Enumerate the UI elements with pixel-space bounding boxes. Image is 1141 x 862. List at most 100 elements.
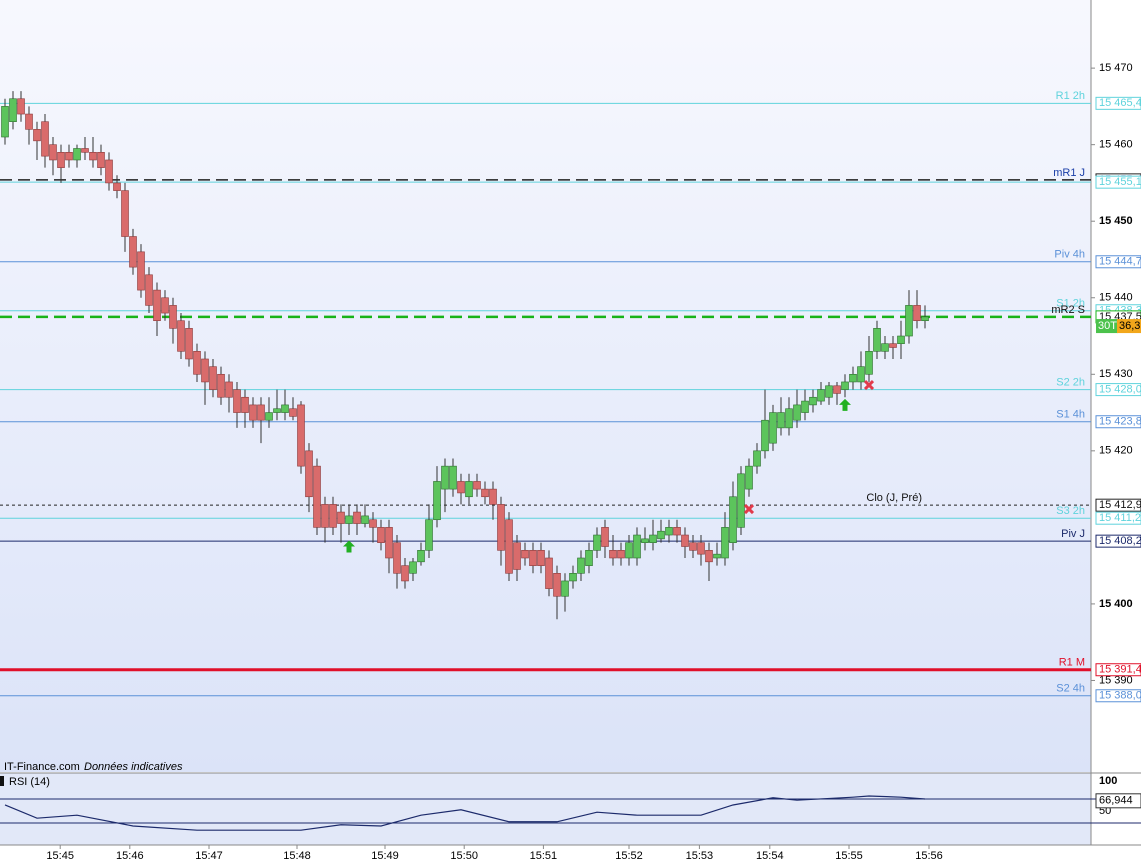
candle-body <box>641 538 649 543</box>
candle-body <box>449 465 457 490</box>
price-tag <box>1095 511 1141 525</box>
candle-body <box>873 328 881 352</box>
price-tag <box>1095 534 1141 548</box>
candle-body <box>417 550 425 563</box>
candle-body <box>257 404 265 421</box>
rsi-tick-label: 100 <box>1099 775 1117 787</box>
x-tick-label: 15:45 <box>46 850 74 862</box>
price-tag <box>1095 663 1141 677</box>
candle-body <box>481 488 489 498</box>
price-tag-label: 15 444,7 <box>1099 256 1141 268</box>
candle-body <box>497 504 505 551</box>
candle-body <box>593 534 601 551</box>
candle-body <box>153 289 161 322</box>
x-tick-label: 15:53 <box>686 850 714 862</box>
level-label: R1 M <box>1059 657 1085 669</box>
candle-body <box>761 419 769 452</box>
candle-body <box>753 450 761 467</box>
candle-body <box>409 561 417 574</box>
candle-body <box>185 328 193 360</box>
current-price-label: 36,3 <box>1119 320 1140 332</box>
x-tick-label: 15:56 <box>915 850 943 862</box>
candle-body <box>865 351 873 375</box>
level-label: S3 2h <box>1056 505 1085 517</box>
rsi-line <box>4 795 926 831</box>
level-label: R1 2h <box>1056 90 1085 102</box>
y-tick-label: 15 440 <box>1099 292 1133 304</box>
candle-body <box>281 404 289 413</box>
candle-body <box>201 358 209 383</box>
candle-body <box>705 550 713 563</box>
candle-body <box>849 373 857 383</box>
candle-body <box>169 305 177 329</box>
candle-body <box>713 553 721 559</box>
level-label: Piv J <box>1061 528 1085 540</box>
candle-body <box>833 385 841 394</box>
candle-body <box>465 481 473 498</box>
candle-body <box>489 488 497 505</box>
candle-body <box>737 473 745 528</box>
candle-body <box>433 481 441 521</box>
candle-body <box>553 572 561 597</box>
rsi-title: RSI (14) <box>9 776 50 788</box>
candle-body <box>97 152 105 168</box>
candle-body <box>17 98 25 115</box>
candle-body <box>729 496 737 543</box>
candle-body <box>649 534 657 543</box>
candle-body <box>49 144 57 161</box>
candle-body <box>369 519 377 528</box>
x-tick-label: 15:46 <box>116 850 144 862</box>
price-tag-label: 15 391,4 <box>1099 664 1141 676</box>
y-tick-label: 15 400 <box>1099 598 1133 610</box>
candle-body <box>825 385 833 398</box>
candle-body <box>697 542 705 555</box>
candle-body <box>209 366 217 390</box>
candle-body <box>889 343 897 348</box>
candle-body <box>265 412 273 421</box>
sell-cross <box>863 379 875 391</box>
candle-body <box>401 565 409 582</box>
price-tag-label: 15 465,4 <box>1099 97 1141 109</box>
candle-body <box>273 408 281 413</box>
price-tag-label: 15 455,1 <box>1099 176 1141 188</box>
price-tag <box>1095 498 1141 512</box>
candle-body <box>561 580 569 597</box>
price-tag-label: 15 428,0 <box>1099 384 1141 396</box>
price-tag <box>1095 689 1141 703</box>
candle-body <box>57 152 65 168</box>
y-tick-label: 15 430 <box>1099 368 1133 380</box>
x-tick-label: 15:50 <box>450 850 478 862</box>
price-tag-label: 15 411,2 <box>1099 512 1141 524</box>
price-tag-label: 15 412,9 <box>1099 499 1141 511</box>
candle-body <box>161 297 169 314</box>
candle-body <box>921 316 929 322</box>
sell-cross <box>743 503 755 515</box>
price-tag <box>1095 255 1141 269</box>
candle-body <box>657 530 665 540</box>
price-tag-label: 15 408,2 <box>1099 535 1141 547</box>
candle-body <box>1 106 9 138</box>
candle-body <box>529 550 537 566</box>
candle-body <box>673 527 681 536</box>
candle-body <box>393 542 401 574</box>
candle-body <box>777 412 785 429</box>
candle-body <box>129 236 137 268</box>
x-tick-label: 15:47 <box>195 850 223 862</box>
candle-body <box>105 159 113 184</box>
candle-body <box>817 389 825 402</box>
candle-body <box>305 450 313 498</box>
candle-body <box>721 527 729 559</box>
price-tag <box>1095 383 1141 397</box>
candle-body <box>881 343 889 352</box>
price-tag-label: 15 423,8 <box>1099 416 1141 428</box>
candle-body <box>113 182 121 191</box>
candle-body <box>33 129 41 142</box>
current-price-tag <box>1117 319 1141 334</box>
candle-body <box>537 550 545 566</box>
candle-body <box>665 527 673 536</box>
x-tick-label: 15:52 <box>615 850 643 862</box>
candle-body <box>457 481 465 494</box>
price-tag <box>1095 96 1141 110</box>
y-tick-label: 15 450 <box>1099 215 1133 227</box>
level-label: S2 2h <box>1056 377 1085 389</box>
